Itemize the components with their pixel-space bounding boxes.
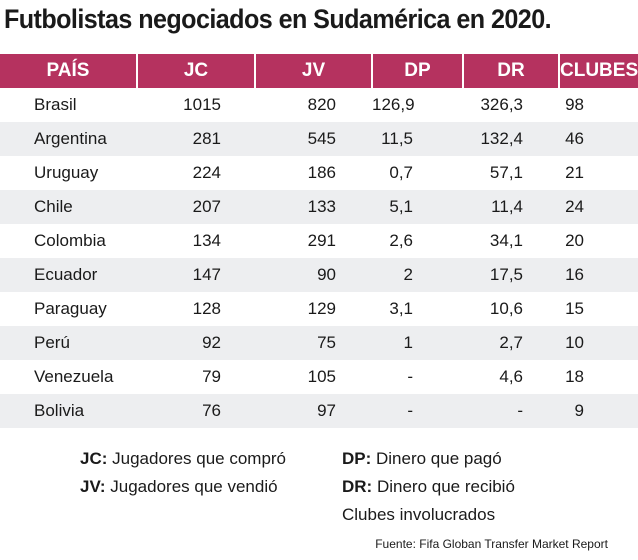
cell-dp: - — [372, 360, 463, 394]
cell-country: Ecuador — [0, 258, 137, 292]
cell-country: Chile — [0, 190, 137, 224]
cell-jc: 76 — [137, 394, 255, 428]
cell-jc: 79 — [137, 360, 255, 394]
column-header-country: PAÍS — [0, 54, 137, 88]
legend-jc: JC: Jugadores que compró — [80, 449, 286, 469]
cell-jc: 147 — [137, 258, 255, 292]
cell-country: Brasil — [0, 88, 137, 122]
cell-clubes: 9 — [559, 394, 638, 428]
cell-dr: 2,7 — [463, 326, 559, 360]
table-row: Paraguay 128 129 3,1 10,6 15 — [0, 292, 638, 326]
cell-clubes: 46 — [559, 122, 638, 156]
table-row: Colombia 134 291 2,6 34,1 20 — [0, 224, 638, 258]
cell-dr: 326,3 — [463, 88, 559, 122]
legend-jv-key: JV: — [80, 477, 106, 496]
chart-title: Futbolistas negociados en Sudamérica en … — [4, 4, 552, 34]
cell-dr: 17,5 — [463, 258, 559, 292]
table-row: Perú 92 75 1 2,7 10 — [0, 326, 638, 360]
cell-jv: 75 — [255, 326, 372, 360]
data-table: PAÍS JC JV DP DR CLUBES Brasil 1015 820 126,9 326… — [0, 54, 638, 428]
cell-jv: 133 — [255, 190, 372, 224]
table-row: Brasil 1015 820 126,9 326,3 98 — [0, 88, 638, 122]
cell-jc: 1015 — [137, 88, 255, 122]
cell-dp: 1 — [372, 326, 463, 360]
cell-country: Bolivia — [0, 394, 137, 428]
cell-jc: 134 — [137, 224, 255, 258]
cell-country: Uruguay — [0, 156, 137, 190]
cell-jv: 129 — [255, 292, 372, 326]
table-body: Brasil 1015 820 126,9 326,3 98 Argentina 281 545… — [0, 88, 638, 428]
cell-dr: 4,6 — [463, 360, 559, 394]
cell-clubes: 20 — [559, 224, 638, 258]
cell-jc: 207 — [137, 190, 255, 224]
legend-dr-key: DR: — [342, 477, 373, 496]
cell-jv: 90 — [255, 258, 372, 292]
cell-jv: 97 — [255, 394, 372, 428]
column-header-clubes: CLUBES — [558, 54, 638, 88]
cell-clubes: 18 — [559, 360, 638, 394]
cell-dr: - — [463, 394, 559, 428]
table-row: Argentina 281 545 11,5 132,4 46 — [0, 122, 638, 156]
table-row: Ecuador 147 90 2 17,5 16 — [0, 258, 638, 292]
source-note: Fuente: Fifa Globan Transfer Market Repo… — [375, 537, 608, 551]
legend-jc-text: Jugadores que compró — [107, 449, 287, 468]
cell-jv: 291 — [255, 224, 372, 258]
cell-country: Paraguay — [0, 292, 137, 326]
legend-dp-text: Dinero que pagó — [371, 449, 502, 468]
legend-dp: DP: Dinero que pagó — [342, 449, 502, 469]
legend-clubes: Clubes involucrados — [342, 505, 495, 525]
column-header-dr: DR — [462, 54, 559, 88]
column-header-jc: JC — [136, 54, 255, 88]
cell-dr: 11,4 — [463, 190, 559, 224]
cell-jv: 186 — [255, 156, 372, 190]
cell-clubes: 98 — [559, 88, 638, 122]
legend-jv: JV: Jugadores que vendió — [80, 477, 278, 497]
legend-jc-key: JC: — [80, 449, 108, 468]
cell-jv: 105 — [255, 360, 372, 394]
cell-dp: 2 — [372, 258, 463, 292]
cell-jv: 545 — [255, 122, 372, 156]
cell-jc: 92 — [137, 326, 255, 360]
cell-country: Argentina — [0, 122, 137, 156]
cell-dr: 34,1 — [463, 224, 559, 258]
table-row: Bolivia 76 97- -9 — [0, 394, 638, 428]
cell-dp: 11,5 — [372, 122, 463, 156]
table-row: Chile 207 133 5,1 11,4 24 — [0, 190, 638, 224]
table-row: Uruguay 224 186 0,7 57,1 21 — [0, 156, 638, 190]
cell-dr: 57,1 — [463, 156, 559, 190]
cell-dr: 132,4 — [463, 122, 559, 156]
cell-dp: 126,9 — [372, 88, 463, 122]
cell-jc: 128 — [137, 292, 255, 326]
cell-country: Perú — [0, 326, 137, 360]
legend-clubes-text: Clubes involucrados — [342, 505, 496, 524]
cell-dp: 0,7 — [372, 156, 463, 190]
cell-dp: 5,1 — [372, 190, 463, 224]
legend-dr: DR: Dinero que recibió — [342, 477, 515, 497]
cell-jv: 820 — [255, 88, 372, 122]
header-row: PAÍS JC JV DP DR CLUBES — [0, 54, 638, 88]
cell-jc: 224 — [137, 156, 255, 190]
cell-jc: 281 — [137, 122, 255, 156]
cell-clubes: 21 — [559, 156, 638, 190]
cell-dr: 10,6 — [463, 292, 559, 326]
cell-dp: - — [372, 394, 463, 428]
cell-clubes: 24 — [559, 190, 638, 224]
cell-clubes: 16 — [559, 258, 638, 292]
legend-dp-key: DP: — [342, 449, 372, 468]
legend-dr-text: Dinero que recibió — [372, 477, 515, 496]
column-header-dp: DP — [371, 54, 463, 88]
table-row: Venezuela 79 105-4,6 18 — [0, 360, 638, 394]
cell-dp: 3,1 — [372, 292, 463, 326]
column-header-jv: JV — [254, 54, 372, 88]
cell-country: Colombia — [0, 224, 137, 258]
cell-dp: 2,6 — [372, 224, 463, 258]
cell-country: Venezuela — [0, 360, 137, 394]
legend-jv-text: Jugadores que vendió — [105, 477, 278, 496]
cell-clubes: 10 — [559, 326, 638, 360]
cell-clubes: 15 — [559, 292, 638, 326]
